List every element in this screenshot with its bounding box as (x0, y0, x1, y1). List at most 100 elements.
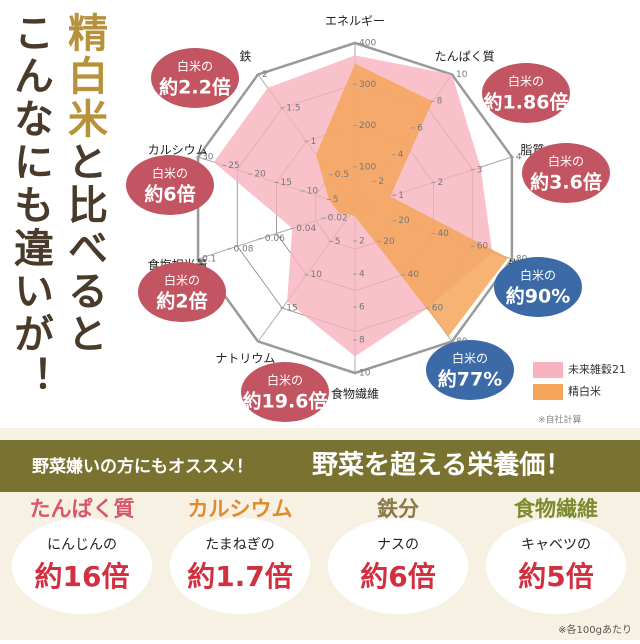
tick-label: 5 (333, 195, 339, 205)
callout-top: 白米の (164, 273, 200, 288)
radar-area (316, 63, 509, 337)
tick-label: 40 (437, 229, 449, 239)
callout-value: 約6倍 (144, 183, 195, 206)
tick-label: 100 (359, 162, 376, 172)
note: ※自社計算 (538, 414, 582, 426)
callout-top: 白米の (520, 268, 556, 283)
callout-bubble (522, 143, 610, 203)
callout-top: 白米の (267, 373, 303, 388)
tick-label: 4 (398, 150, 404, 160)
card-subject: にんじんの (47, 537, 117, 553)
tick-label: 10 (359, 369, 371, 379)
tick-label: 40 (407, 270, 419, 280)
tick-label: 400 (359, 39, 376, 49)
callout-bubble (151, 48, 239, 108)
callout-top: 白米の (452, 351, 488, 366)
card-ratio: 約5倍 (518, 560, 593, 593)
tick-label: 4 (359, 270, 365, 280)
tick-label: 0.02 (328, 214, 348, 224)
tick-label: 2 (378, 177, 384, 187)
axis-label: 鉄 (239, 49, 251, 64)
tick-label: 20 (398, 216, 410, 226)
tick-label: 10 (307, 187, 319, 197)
callout-bubble (241, 362, 329, 422)
tick-label: 0.06 (265, 234, 285, 244)
tick-label: 200 (359, 121, 376, 131)
legend-swatch (533, 384, 563, 400)
tick-label: 4 (516, 153, 522, 163)
callout-value: 約19.6倍 (243, 390, 328, 413)
callout-value: 約90% (506, 285, 570, 308)
tick-label: 3 (477, 165, 483, 175)
tick-label: 2 (437, 178, 443, 188)
card-ratio: 約6倍 (360, 560, 435, 593)
tick-label: 1 (398, 191, 404, 201)
callout-value: 約3.6倍 (530, 171, 602, 194)
tick-label: 10 (456, 70, 468, 80)
tick-label: 2 (262, 70, 268, 80)
legend-label: 未来雑穀21 (568, 362, 626, 376)
tick-label: 0.04 (296, 224, 316, 234)
tick-label: 15 (281, 178, 292, 188)
tick-label: 2 (359, 237, 365, 247)
callout-value: 約1.86倍 (484, 91, 569, 114)
callout-top: 白米の (177, 59, 213, 74)
callout-top: 白米の (548, 154, 584, 169)
headline-text: こんなにも違いが！ (7, 12, 54, 399)
card-subject: たまねぎの (205, 537, 275, 553)
card-ratio: 約1.7倍 (187, 560, 293, 593)
axis-label: カルシウム (148, 143, 208, 157)
tick-label: 30 (202, 153, 214, 163)
tick-label: 15 (286, 304, 297, 314)
tick-label: 6 (417, 123, 423, 133)
tick-label: 300 (359, 80, 376, 90)
tick-label: 5 (335, 237, 341, 247)
card-title: たんぱく質 (30, 497, 135, 521)
axis-label: たんぱく質 (435, 49, 495, 64)
callout-value: 約2倍 (156, 290, 207, 313)
tick-label: 10 (311, 270, 323, 280)
axis-label: ナトリウム (215, 351, 275, 365)
tick-label: 1.5 (286, 103, 300, 113)
card-title: 食物繊維 (514, 497, 598, 521)
callout-bubble (138, 262, 226, 322)
callout-bubble (126, 155, 214, 215)
card-subject: キャベツの (521, 537, 591, 553)
tick-label: 60 (432, 304, 444, 314)
tick-label: 0.08 (233, 244, 253, 254)
card-title: カルシウム (188, 497, 293, 521)
callout-top: 白米の (508, 74, 544, 89)
callout-value: 約77% (438, 368, 502, 391)
card-circle (486, 518, 626, 614)
card-circle (12, 518, 152, 614)
legend-label: 精白米 (568, 384, 601, 398)
banner-main: 野菜を超える栄養価！ (312, 451, 571, 481)
banner-lead: 野菜嫌いの方にもオススメ！ (32, 456, 253, 477)
footnote: ※各100gあたり (558, 623, 632, 636)
legend-swatch (533, 362, 563, 378)
tick-label: 1 (311, 137, 317, 147)
callout-value: 約2.2倍 (159, 76, 231, 99)
axis-label: エネルギー (325, 14, 385, 28)
headline-text: 精白米と比べると (61, 12, 108, 356)
callout-bubble (494, 257, 582, 317)
card-subject: ナスの (377, 537, 419, 553)
tick-label: 25 (228, 161, 239, 171)
tick-label: 0.5 (335, 170, 349, 180)
tick-label: 60 (477, 242, 489, 252)
tick-label: 20 (383, 237, 395, 247)
banner (0, 440, 640, 492)
card-circle (170, 518, 310, 614)
axis-label: 食物繊維 (331, 386, 379, 401)
card-circle (328, 518, 468, 614)
callout-top: 白米の (152, 166, 188, 181)
card-title: 鉄分 (377, 497, 419, 521)
tick-label: 0.1 (202, 254, 216, 264)
callout-bubble (426, 340, 514, 400)
tick-label: 6 (359, 303, 365, 313)
callout-bubble (482, 63, 570, 123)
tick-label: 8 (437, 97, 443, 107)
tick-label: 8 (359, 336, 365, 346)
tick-label: 20 (254, 170, 266, 180)
